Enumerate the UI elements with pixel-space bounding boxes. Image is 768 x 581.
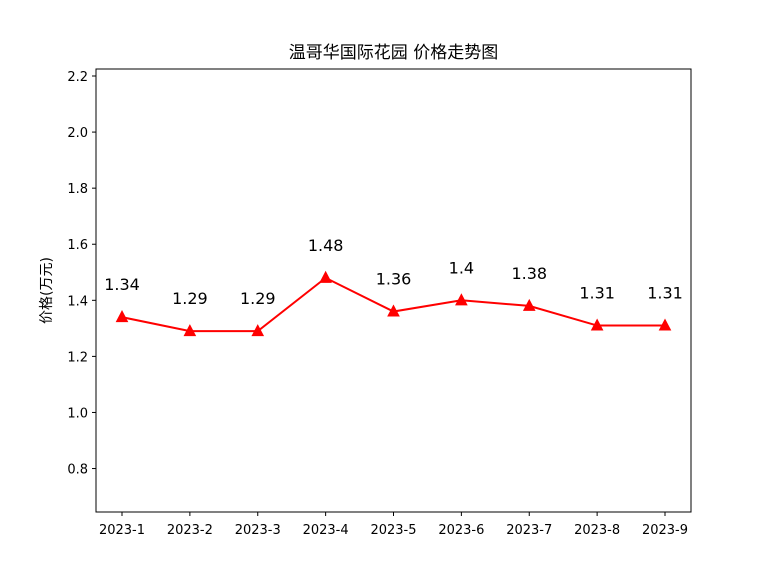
data-label: 1.36 <box>376 270 412 289</box>
data-label: 1.31 <box>647 284 683 303</box>
data-point-marker <box>251 324 265 337</box>
y-tick-label: 1.6 <box>67 238 88 253</box>
x-tick-label: 2023-4 <box>303 523 349 538</box>
y-tick-label: 1.8 <box>67 182 88 197</box>
x-axis: 2023-1 2023-2 2023-3 2023-4 2023-5 2023-6 2023… <box>99 512 688 538</box>
x-tick-label: 2023-8 <box>574 523 620 538</box>
y-axis-label: 价格(万元) <box>39 257 55 324</box>
data-point-marker <box>590 318 604 331</box>
y-axis: 0.8 1.0 1.2 1.4 1.6 1.8 2.0 2.2 <box>67 70 96 478</box>
data-label: 1.34 <box>104 275 140 294</box>
x-tick-label: 2023-1 <box>99 523 145 538</box>
plot-area <box>95 68 692 513</box>
series-group: 1.34 1.29 1.29 1.48 1.36 1.4 1.38 1.31 1.31 <box>104 236 683 337</box>
x-tick-label: 2023-2 <box>167 523 213 538</box>
y-tick-label: 1.0 <box>67 406 88 421</box>
data-label: 1.31 <box>579 284 615 303</box>
data-point-marker <box>183 324 197 337</box>
x-tick-label: 2023-6 <box>438 523 484 538</box>
data-label: 1.29 <box>240 289 276 308</box>
chart-title: 温哥华国际花园 价格走势图 <box>289 43 498 63</box>
data-label: 1.48 <box>308 236 344 255</box>
y-tick-label: 2.2 <box>67 70 88 85</box>
data-point-marker <box>455 293 468 306</box>
data-point-marker <box>387 304 400 317</box>
data-point-marker <box>658 318 672 331</box>
y-tick-label: 1.4 <box>67 294 88 309</box>
y-tick-label: 1.2 <box>67 350 88 365</box>
data-point-marker <box>319 270 332 283</box>
x-tick-label: 2023-5 <box>370 523 416 538</box>
x-tick-label: 2023-3 <box>235 523 281 538</box>
x-tick-label: 2023-7 <box>506 523 552 538</box>
data-point-marker <box>522 298 536 311</box>
y-tick-label: 2.0 <box>67 126 88 141</box>
data-label: 1.29 <box>172 289 208 308</box>
y-tick-label: 0.8 <box>67 463 88 478</box>
data-label: 1.4 <box>449 258 474 277</box>
x-tick-label: 2023-9 <box>642 523 688 538</box>
data-point-marker <box>115 310 129 323</box>
data-label: 1.38 <box>511 264 547 283</box>
